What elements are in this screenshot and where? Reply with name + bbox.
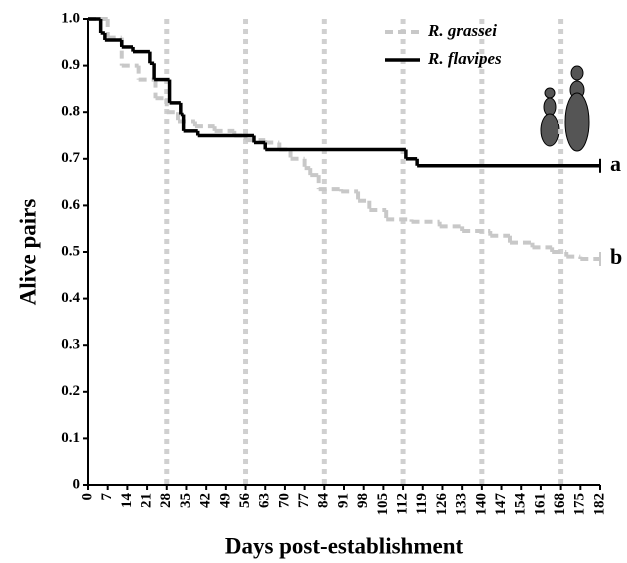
x-tick-label: 49 xyxy=(217,493,233,508)
y-tick-label: 0.4 xyxy=(61,290,80,306)
x-tick-label: 119 xyxy=(414,493,430,515)
x-tick-label: 112 xyxy=(395,493,411,515)
y-tick-label: 0.3 xyxy=(61,337,80,353)
legend-label: R. grassei xyxy=(427,21,497,40)
x-tick-label: 28 xyxy=(158,493,174,508)
x-tick-label: 77 xyxy=(296,493,312,509)
y-tick-label: 0.6 xyxy=(61,197,80,213)
y-tick-label: 0.1 xyxy=(61,430,80,446)
x-axis-title: Days post-establishment xyxy=(225,533,464,558)
x-tick-label: 70 xyxy=(276,493,292,508)
x-tick-label: 91 xyxy=(335,493,351,508)
x-tick-label: 63 xyxy=(257,493,273,508)
x-tick-label: 140 xyxy=(473,493,489,516)
y-tick-label: 0.7 xyxy=(61,150,80,166)
x-tick-label: 0 xyxy=(79,493,95,501)
x-tick-label: 35 xyxy=(178,493,194,508)
end-label: a xyxy=(610,151,621,176)
y-tick-label: 1.0 xyxy=(61,10,80,26)
x-tick-label: 98 xyxy=(355,493,371,508)
x-tick-label: 161 xyxy=(532,493,548,516)
x-tick-label: 168 xyxy=(552,493,568,516)
x-tick-label: 182 xyxy=(591,493,607,516)
y-tick-label: 0 xyxy=(73,476,81,492)
termite-icons xyxy=(540,65,590,152)
x-tick-label: 14 xyxy=(119,493,135,509)
x-tick-label: 133 xyxy=(454,493,470,516)
legend-label: R. flavipes xyxy=(427,49,502,68)
x-tick-label: 105 xyxy=(375,493,391,516)
y-axis-title: Alive pairs xyxy=(15,199,40,306)
x-tick-label: 56 xyxy=(237,493,253,509)
end-label: b xyxy=(610,244,622,269)
x-tick-label: 126 xyxy=(434,493,450,516)
x-tick-label: 21 xyxy=(139,493,155,508)
x-tick-label: 84 xyxy=(316,493,332,509)
y-tick-label: 0.8 xyxy=(61,104,80,120)
x-tick-label: 7 xyxy=(99,493,115,501)
y-tick-label: 0.9 xyxy=(61,57,80,73)
y-tick-label: 0.2 xyxy=(61,383,80,399)
x-tick-label: 42 xyxy=(198,493,214,508)
x-tick-label: 147 xyxy=(493,493,509,516)
y-tick-label: 0.5 xyxy=(61,243,80,259)
x-tick-label: 154 xyxy=(513,493,529,516)
x-tick-label: 175 xyxy=(572,493,588,516)
